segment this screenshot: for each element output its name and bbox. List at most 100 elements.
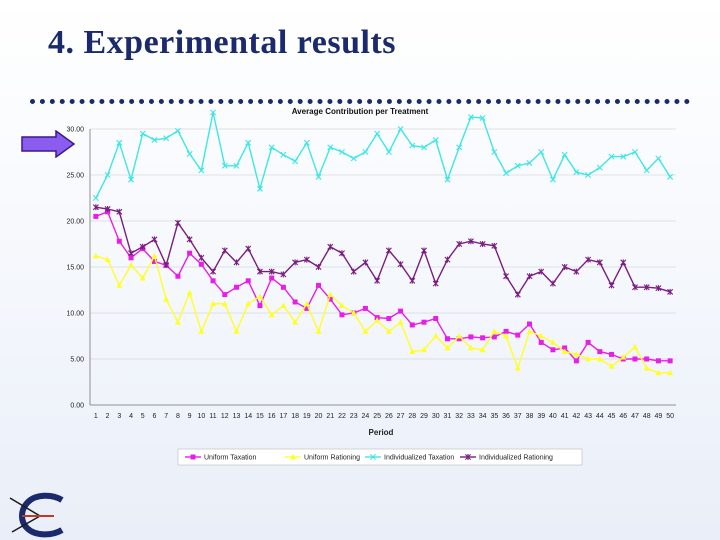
data-point bbox=[163, 296, 170, 302]
data-point bbox=[432, 332, 439, 339]
y-tick-label: 20.00 bbox=[66, 219, 84, 226]
legend-marker bbox=[465, 454, 471, 460]
data-point bbox=[538, 149, 545, 155]
data-point bbox=[444, 176, 451, 183]
x-tick-label: 32 bbox=[455, 413, 463, 420]
x-tick-label: 17 bbox=[279, 413, 287, 420]
c-logo-icon bbox=[9, 492, 64, 538]
series-line-individualized-rationing bbox=[95, 206, 671, 296]
x-tick-label: 47 bbox=[631, 413, 639, 420]
data-point bbox=[644, 356, 650, 362]
x-tick-label: 45 bbox=[608, 413, 616, 420]
data-point bbox=[338, 250, 345, 257]
x-tick-label: 28 bbox=[408, 413, 416, 420]
legend-label: Individualized Taxation bbox=[384, 455, 454, 462]
data-point bbox=[316, 282, 322, 288]
data-point bbox=[421, 319, 427, 325]
data-point bbox=[514, 291, 521, 298]
x-tick-label: 29 bbox=[420, 413, 428, 420]
data-point bbox=[327, 243, 334, 250]
data-point bbox=[608, 282, 615, 289]
data-point bbox=[256, 268, 263, 275]
x-tick-label: 6 bbox=[153, 413, 157, 420]
x-tick-label: 33 bbox=[467, 413, 475, 420]
data-point bbox=[550, 347, 556, 353]
data-point bbox=[573, 351, 580, 357]
data-point bbox=[479, 241, 486, 247]
data-point bbox=[350, 309, 357, 316]
data-point bbox=[210, 109, 217, 116]
data-point bbox=[374, 130, 381, 137]
x-tick-label: 12 bbox=[221, 413, 229, 420]
data-point bbox=[573, 268, 580, 275]
data-point bbox=[631, 284, 638, 291]
data-point bbox=[655, 358, 661, 364]
data-point bbox=[292, 319, 299, 325]
data-point bbox=[467, 344, 474, 351]
data-point bbox=[421, 346, 428, 353]
x-tick-label: 48 bbox=[643, 413, 651, 420]
data-point bbox=[421, 144, 428, 151]
x-tick-label: 15 bbox=[256, 413, 264, 420]
data-point bbox=[620, 353, 627, 360]
x-tick-label: 41 bbox=[561, 413, 569, 420]
legend-item-individualized-taxation: Individualized Taxation bbox=[365, 454, 454, 462]
legend-item-uniform-taxation: Uniform Taxation bbox=[185, 454, 257, 462]
data-point bbox=[655, 369, 662, 376]
data-point bbox=[315, 173, 322, 180]
data-point bbox=[643, 365, 650, 371]
legend-label: Individualized Rationing bbox=[479, 455, 553, 462]
x-tick-label: 4 bbox=[129, 413, 133, 420]
data-point bbox=[338, 302, 345, 309]
data-point bbox=[433, 316, 439, 322]
data-point bbox=[198, 328, 205, 334]
data-point bbox=[315, 328, 322, 334]
x-axis-title: Period bbox=[369, 428, 394, 437]
chart-title: Average Contribution per Treatment bbox=[292, 107, 429, 116]
x-tick-label: 18 bbox=[291, 413, 299, 420]
data-point bbox=[667, 358, 673, 364]
title-divider bbox=[30, 99, 690, 104]
data-point bbox=[468, 334, 474, 340]
data-point bbox=[163, 135, 170, 142]
data-point bbox=[374, 317, 381, 323]
series-line-uniform-taxation bbox=[95, 210, 671, 362]
slide-title: 4. Experimental results bbox=[48, 24, 397, 61]
x-tick-label: 40 bbox=[549, 413, 557, 420]
data-point bbox=[116, 208, 123, 215]
data-point bbox=[573, 169, 580, 176]
data-point bbox=[280, 271, 287, 278]
data-point bbox=[163, 262, 170, 269]
data-point bbox=[385, 247, 392, 254]
data-point bbox=[631, 343, 638, 350]
data-point bbox=[655, 285, 662, 292]
data-point bbox=[292, 158, 299, 165]
series-individualized-taxation bbox=[92, 109, 674, 201]
x-tick-label: 24 bbox=[362, 413, 370, 420]
data-point bbox=[269, 275, 275, 281]
data-point bbox=[339, 312, 345, 318]
data-point bbox=[210, 268, 217, 275]
data-point bbox=[245, 278, 251, 284]
data-point bbox=[561, 264, 568, 270]
y-tick-labels: 0.00 5.00 10.00 15.00 20.00 25.00 30.00 bbox=[66, 127, 84, 410]
data-point bbox=[268, 268, 275, 275]
data-point bbox=[128, 255, 134, 261]
data-point bbox=[398, 308, 404, 314]
data-point bbox=[303, 300, 310, 307]
data-point bbox=[350, 155, 357, 162]
x-tick-label: 8 bbox=[176, 413, 180, 420]
data-point bbox=[268, 144, 275, 151]
x-tick-labels: 1 2 3 4 5 6 7 8 9 10 11 12 13 14 15 16 17 18 19 20 21 22 23 24 2… bbox=[94, 413, 674, 420]
data-point bbox=[128, 250, 135, 257]
data-point bbox=[362, 149, 369, 155]
data-point bbox=[245, 139, 252, 146]
data-point bbox=[186, 236, 193, 243]
data-point bbox=[526, 160, 533, 167]
x-tick-label: 34 bbox=[479, 413, 487, 420]
data-point bbox=[139, 130, 146, 137]
data-point bbox=[444, 256, 451, 263]
data-point bbox=[549, 280, 556, 287]
data-point bbox=[467, 114, 474, 121]
data-point bbox=[538, 268, 545, 275]
